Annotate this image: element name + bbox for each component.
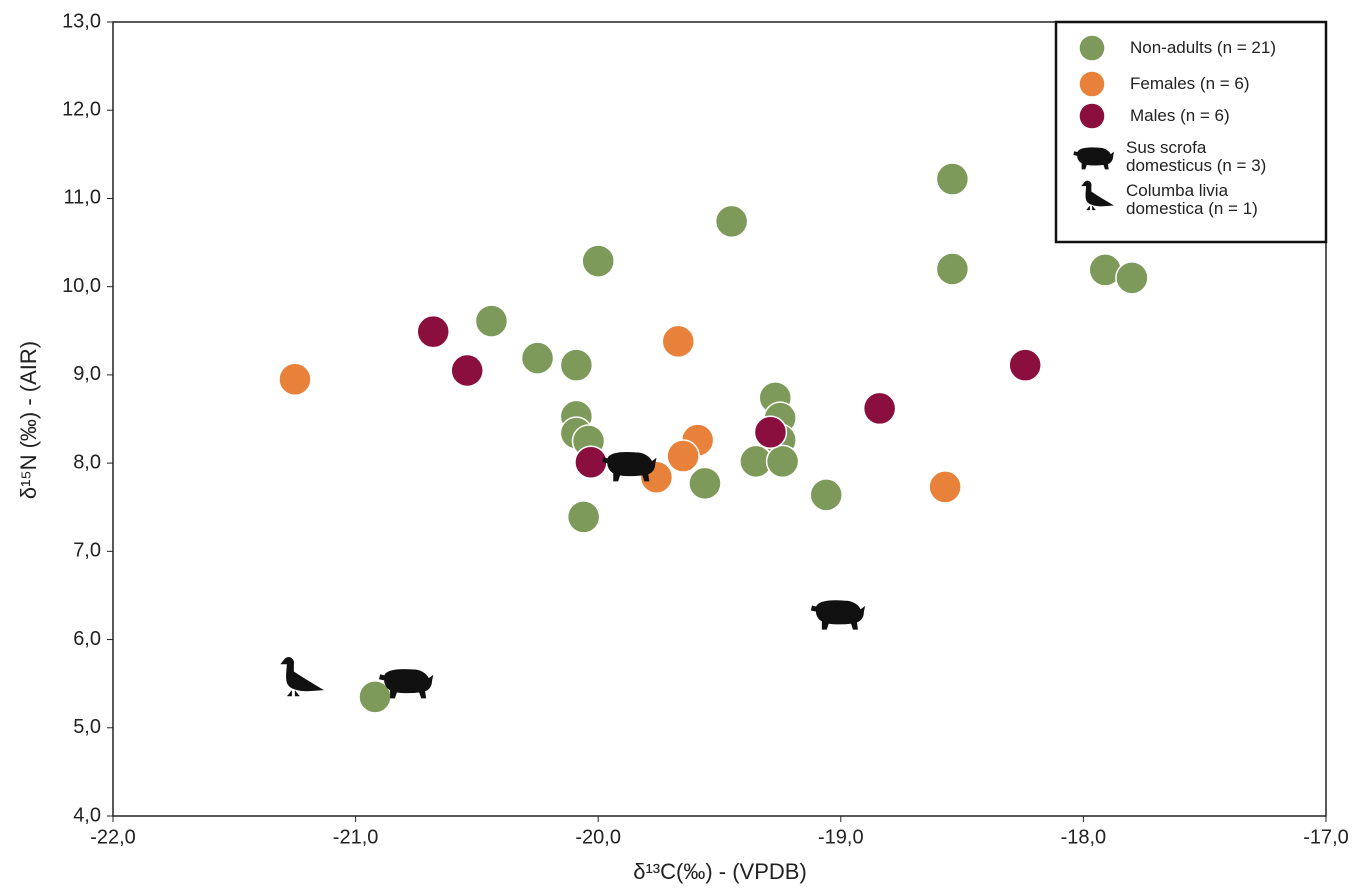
y-tick-label: 8,0 bbox=[73, 451, 101, 473]
y-tick-label: 6,0 bbox=[73, 628, 101, 650]
x-tick-label: -17,0 bbox=[1303, 826, 1349, 848]
y-tick-label: 12,0 bbox=[62, 99, 101, 121]
point bbox=[1008, 348, 1042, 382]
legend-marker bbox=[1078, 102, 1106, 130]
legend-marker bbox=[1081, 180, 1114, 211]
y-tick-label: 13,0 bbox=[62, 10, 101, 32]
legend-label: Columba livia domestica (n = 1) bbox=[1126, 181, 1258, 218]
pig-icon bbox=[602, 452, 657, 482]
y-axis-title: δ¹⁵N (‰) - (AIR) bbox=[16, 341, 41, 499]
x-tick-label: -21,0 bbox=[333, 826, 379, 848]
point bbox=[474, 304, 509, 338]
legend-marker bbox=[1073, 147, 1115, 170]
y-tick-label: 5,0 bbox=[73, 716, 101, 738]
x-tick-label: -20,0 bbox=[575, 826, 621, 848]
point bbox=[935, 252, 970, 286]
point bbox=[1115, 261, 1149, 295]
point bbox=[278, 362, 312, 397]
point bbox=[862, 391, 897, 426]
plot-frame bbox=[112, 21, 1327, 817]
legend-marker bbox=[1078, 34, 1106, 62]
point bbox=[574, 445, 608, 479]
x-tick-label: -18,0 bbox=[1061, 826, 1107, 848]
x-axis-title: δ¹³C(‰) - (VPDB) bbox=[633, 859, 807, 884]
legend-label: Sus scrofa domesticus (n = 3) bbox=[1126, 138, 1267, 175]
point bbox=[935, 162, 970, 196]
point bbox=[765, 444, 800, 479]
pig-icon bbox=[810, 600, 866, 630]
x-tick-label: -19,0 bbox=[818, 826, 864, 848]
y-tick-label: 4,0 bbox=[73, 804, 101, 826]
point bbox=[566, 500, 601, 534]
pigeon-icon bbox=[280, 657, 325, 697]
legend-label: Males (n = 6) bbox=[1130, 106, 1230, 125]
legend-label: Females (n = 6) bbox=[1130, 74, 1250, 93]
point bbox=[581, 244, 615, 278]
point bbox=[714, 204, 749, 239]
point bbox=[666, 439, 700, 473]
legend-label: Non-adults (n = 21) bbox=[1130, 38, 1276, 57]
point bbox=[661, 324, 696, 359]
y-tick-label: 11,0 bbox=[64, 187, 101, 209]
point bbox=[809, 478, 843, 512]
legend-marker bbox=[1078, 70, 1106, 98]
pig-icon bbox=[378, 669, 434, 699]
point bbox=[520, 341, 555, 375]
point bbox=[416, 314, 450, 349]
x-tick-label: -22,0 bbox=[90, 826, 136, 848]
point bbox=[450, 353, 484, 388]
y-tick-label: 7,0 bbox=[73, 540, 101, 562]
point bbox=[928, 470, 962, 504]
point bbox=[559, 348, 594, 382]
y-tick-label: 9,0 bbox=[73, 363, 101, 385]
point bbox=[753, 415, 788, 449]
y-tick-label: 10,0 bbox=[62, 275, 101, 297]
point bbox=[688, 466, 722, 501]
